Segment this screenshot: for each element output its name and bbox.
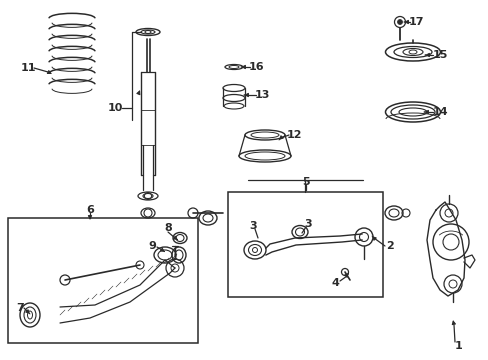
Text: 5: 5 (302, 177, 309, 187)
Text: 9: 9 (148, 241, 156, 251)
Text: 6: 6 (86, 205, 94, 215)
Bar (227, 192, 382, 297)
Text: 17: 17 (407, 17, 423, 27)
Text: 14: 14 (431, 107, 447, 117)
Bar (8, 218, 198, 343)
Text: 16: 16 (249, 62, 264, 72)
Text: 8: 8 (164, 223, 171, 233)
Text: 1: 1 (454, 341, 462, 351)
Text: 15: 15 (431, 50, 447, 60)
Text: 10: 10 (107, 103, 122, 113)
Text: 4: 4 (330, 278, 338, 288)
Text: 13: 13 (254, 90, 269, 100)
Text: 7: 7 (16, 303, 24, 313)
Text: 3: 3 (249, 221, 256, 231)
Circle shape (397, 19, 402, 24)
Text: 12: 12 (285, 130, 301, 140)
Text: 2: 2 (386, 241, 393, 251)
Text: 11: 11 (20, 63, 36, 73)
Text: 3: 3 (304, 219, 311, 229)
